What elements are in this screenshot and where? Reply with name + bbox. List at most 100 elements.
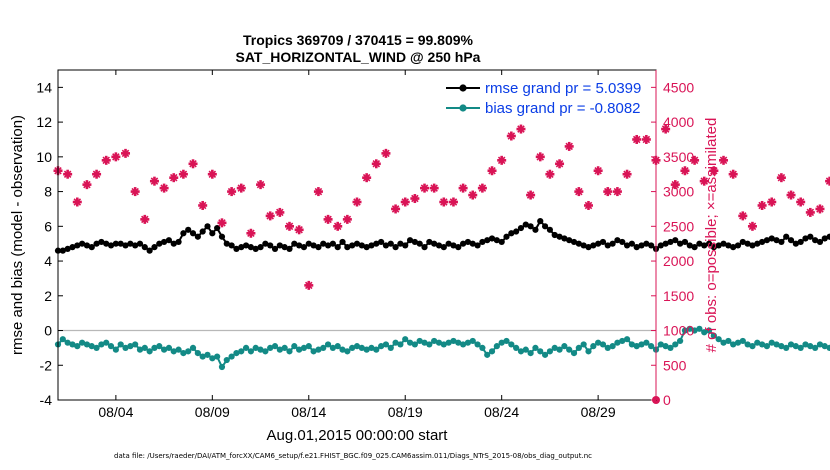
obs-marker-d2: [594, 166, 602, 175]
bias-point: [426, 341, 433, 348]
y-axis-left-ticks: -4 -2 0 2 4 6 8 10 12 14: [36, 79, 63, 408]
bias-point: [749, 343, 756, 350]
bias-point: [705, 327, 713, 334]
obs-marker-d2: [748, 222, 757, 231]
x-axis-ticks: 08/04 08/09 08/14 08/19 08/24 08/29: [98, 70, 616, 420]
bias-point: [556, 346, 563, 353]
bias-point: [551, 344, 558, 351]
rmse-point: [802, 235, 809, 242]
obs-marker-d2: [411, 194, 419, 203]
rmse-point: [691, 244, 698, 251]
rmse-point: [315, 244, 322, 251]
rmse-point: [247, 244, 255, 251]
rmse-point: [450, 242, 457, 249]
bias-point: [421, 339, 428, 346]
obs-marker-d2: [710, 166, 718, 175]
x-tick-label: 08/29: [581, 404, 616, 420]
rmse-point: [797, 238, 804, 246]
bias-point: [623, 336, 631, 343]
rmse-point: [619, 238, 626, 246]
rmse-point: [334, 244, 341, 251]
bias-point: [103, 339, 110, 346]
obs-marker: [796, 197, 806, 207]
obs-marker-d2: [767, 198, 776, 206]
obs-marker: [767, 197, 777, 207]
y-left-tick-label: 6: [44, 218, 52, 234]
rmse-point: [604, 242, 611, 249]
y-left-tick-label: 8: [44, 184, 52, 200]
bias-point: [763, 343, 771, 350]
rmse-point: [575, 240, 582, 247]
rmse-point: [402, 242, 409, 249]
obs-marker: [304, 280, 314, 290]
bias-point: [204, 351, 211, 358]
obs-marker-d2: [391, 205, 400, 213]
rmse-point: [739, 238, 746, 246]
obs-marker: [690, 155, 700, 165]
rmse-point: [648, 242, 655, 249]
bias-point: [324, 341, 332, 348]
obs-marker-d2: [517, 125, 525, 133]
bias-point: [532, 344, 539, 351]
obs-marker: [246, 228, 256, 238]
rmse-point: [421, 244, 428, 251]
obs-marker-d2: [83, 180, 91, 189]
bias-point: [136, 346, 144, 353]
obs-marker-d2: [160, 184, 168, 192]
obs-marker-d2: [642, 135, 651, 144]
bias-point: [310, 348, 317, 355]
obs-marker-d2: [295, 226, 303, 234]
y-right-tick-label: 3500: [663, 149, 694, 165]
bias-point: [638, 341, 645, 348]
y-right-tick-label: 4000: [663, 114, 694, 130]
bias-point: [739, 337, 746, 345]
rmse-point: [411, 238, 418, 246]
bias-point: [522, 346, 529, 353]
chart-title-line2: SAT_HORIZONTAL_WIND @ 250 hPa: [236, 49, 481, 65]
obs-marker-d2: [372, 160, 381, 168]
obs-marker-d2: [208, 170, 217, 178]
bias-point: [725, 337, 732, 345]
rmse-point: [238, 244, 245, 251]
bias-point: [320, 344, 327, 351]
obs-marker-d2: [671, 180, 680, 189]
obs-marker-d2: [382, 149, 390, 158]
bias-point: [276, 346, 283, 353]
rmse-point: [551, 231, 558, 239]
bias-point: [450, 337, 457, 345]
y-left-tick-label: 2: [44, 288, 52, 304]
bias-point: [459, 341, 467, 348]
bias-point: [715, 336, 722, 343]
rmse-point: [358, 242, 365, 249]
obs-marker-d2: [305, 281, 313, 290]
bias-point: [242, 344, 250, 351]
rmse-point: [112, 240, 119, 247]
bias-point: [696, 325, 703, 332]
rmse-point: [585, 244, 592, 251]
rmse-point: [484, 237, 491, 244]
obs-marker-d2: [285, 222, 294, 231]
rmse-point: [291, 240, 298, 247]
bias-point: [315, 346, 322, 353]
rmse-point: [64, 245, 71, 252]
bias-point: [122, 344, 129, 351]
series-rmse: [54, 218, 830, 254]
rmse-point: [623, 242, 631, 249]
obs-marker: [92, 169, 102, 179]
rmse-point: [363, 244, 370, 251]
bias-point: [209, 355, 216, 362]
rmse-point: [151, 244, 158, 251]
obs-marker-d2: [796, 198, 805, 206]
rmse-point: [532, 226, 539, 233]
bias-point: [484, 351, 491, 358]
bias-point: [189, 344, 197, 351]
rmse-point: [440, 244, 447, 251]
bias-point: [720, 339, 727, 346]
bias-point: [643, 339, 650, 346]
rmse-point: [136, 240, 144, 247]
bias-point: [537, 348, 544, 355]
rmse-point: [561, 235, 568, 242]
obs-marker-d2: [73, 198, 82, 206]
rmse-point: [214, 224, 221, 232]
obs-marker-d2: [189, 160, 197, 168]
